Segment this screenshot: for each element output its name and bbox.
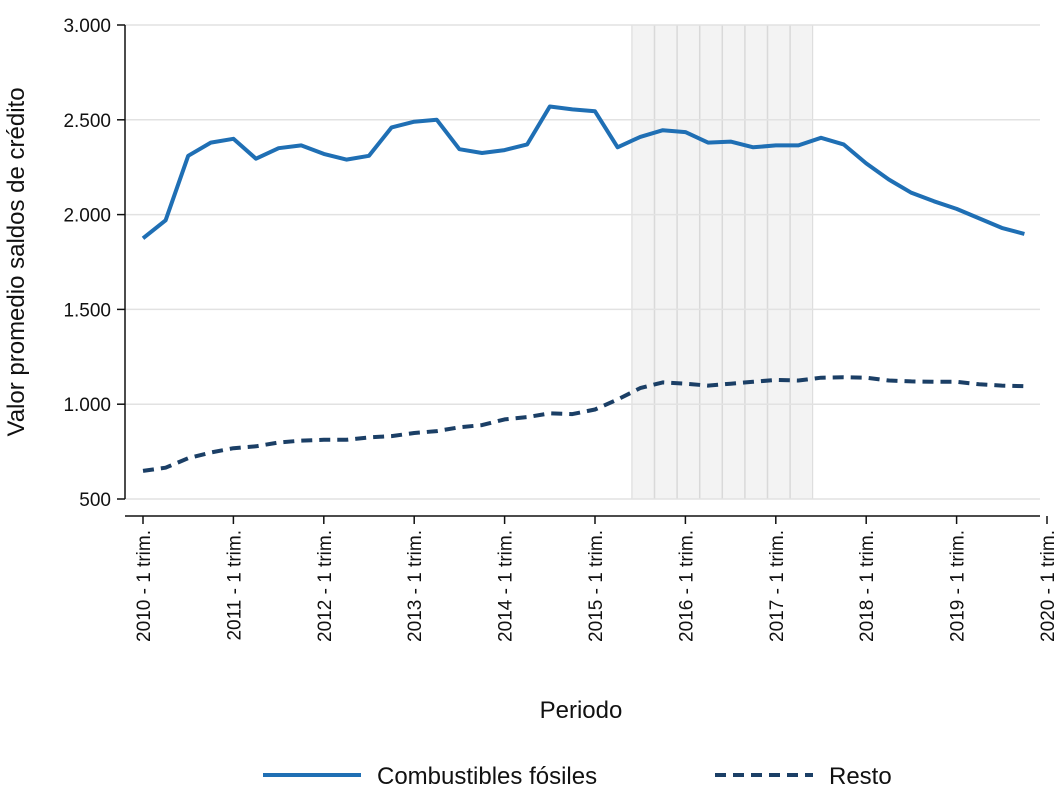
y-ticks: 500 1.000 1.500 2.000 2.500 3.000 <box>63 16 125 511</box>
x-tick-label: 2019 - 1 trim. <box>948 530 969 642</box>
highlight-band <box>631 24 814 500</box>
legend: Combustibles fósiles Resto <box>263 763 892 790</box>
x-tick-label: 2015 - 1 trim. <box>586 530 607 642</box>
x-tick-label: 2011 - 1 trim. <box>224 530 245 641</box>
axes <box>124 25 1040 517</box>
y-tick-label: 2.000 <box>63 206 111 227</box>
x-tick-label: 2012 - 1 trim. <box>315 530 336 642</box>
y-tick-label: 500 <box>79 490 111 511</box>
y-tick-label: 2.500 <box>63 111 111 132</box>
x-ticks: 2010 - 1 trim. 2011 - 1 trim. 2012 - 1 tri… <box>134 516 1059 642</box>
x-tick-label: 2016 - 1 trim. <box>676 530 697 642</box>
x-tick-label: 2018 - 1 trim. <box>857 530 878 642</box>
y-tick-label: 1.000 <box>63 395 111 416</box>
x-tick-label: 2014 - 1 trim. <box>496 530 517 642</box>
series-line-resto <box>142 375 1025 473</box>
series-line-combustibles <box>141 104 1025 240</box>
legend-label-resto: Resto <box>829 763 892 790</box>
y-tick-label: 3.000 <box>63 16 111 37</box>
y-tick-label: 1.500 <box>63 300 111 321</box>
series-lines <box>141 104 1025 473</box>
x-tick-label: 2017 - 1 trim. <box>767 530 788 642</box>
x-tick-label: 2020 - 1 trim. <box>1038 530 1059 642</box>
y-grid <box>125 24 1040 500</box>
x-tick-label: 2010 - 1 trim. <box>134 530 155 642</box>
x-tick-label: 2013 - 1 trim. <box>405 530 426 642</box>
legend-label-combustibles: Combustibles fósiles <box>377 763 597 790</box>
y-axis-title: Valor promedio saldos de crédito <box>3 87 30 436</box>
x-axis-title: Periodo <box>540 697 623 724</box>
